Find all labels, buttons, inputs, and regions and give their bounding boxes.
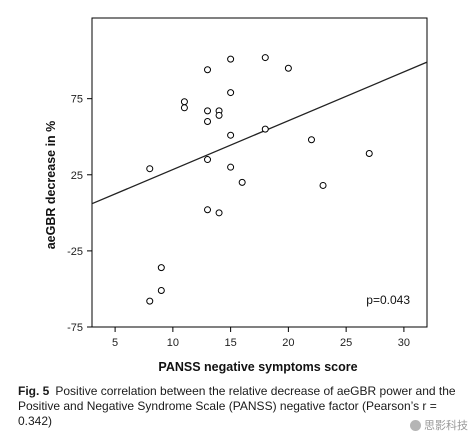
data-point (227, 89, 235, 97)
data-point (180, 98, 188, 106)
plot-area (91, 17, 428, 328)
x-axis-ticks: 5 10 15 20 25 30 (112, 327, 410, 349)
scatter-chart: -75 -25 25 75 5 10 15 20 25 30 p=0.043 PANSS neg… (44, 17, 428, 374)
data-point (319, 181, 327, 189)
y-axis-ticks: -75 -25 25 75 (67, 94, 92, 334)
figure-caption: Fig. 5 Positive correlation between the r… (18, 384, 458, 429)
data-point (284, 64, 292, 72)
regression-line (91, 61, 428, 205)
x-tick-label: 30 (398, 337, 410, 349)
data-point (204, 156, 212, 164)
data-point (227, 131, 235, 139)
watermark-text: 思影科技 (424, 419, 468, 432)
data-point (215, 209, 223, 217)
x-tick-label: 10 (167, 337, 179, 349)
p-value-annotation: p=0.043 (366, 293, 410, 307)
data-point (227, 55, 235, 63)
data-point (204, 107, 212, 115)
y-axis-title: aeGBR decrease in % (44, 121, 58, 250)
data-points (146, 54, 373, 305)
data-point (204, 206, 212, 214)
data-point (204, 118, 212, 126)
x-tick-label: 5 (112, 337, 118, 349)
y-tick-label: -75 (67, 322, 83, 334)
x-tick-label: 15 (224, 337, 236, 349)
watermark: 思影科技 (410, 417, 468, 433)
figure-label: Fig. 5 (18, 384, 50, 398)
data-point (261, 125, 269, 133)
y-tick-label: 25 (71, 170, 83, 182)
data-point (365, 149, 373, 157)
data-point (146, 297, 154, 305)
caption-text: Positive correlation between the relativ… (18, 384, 456, 428)
data-point (227, 163, 235, 171)
data-point (307, 136, 315, 144)
y-tick-label: -25 (67, 246, 83, 258)
data-point (146, 165, 154, 173)
x-axis-title: PANSS negative symptoms score (158, 360, 357, 374)
wechat-logo-icon (410, 419, 421, 431)
data-point (204, 66, 212, 74)
x-tick-label: 20 (282, 337, 294, 349)
data-point (261, 54, 269, 62)
y-tick-label: 75 (71, 94, 83, 106)
data-point (180, 104, 188, 112)
data-point (157, 264, 165, 272)
x-tick-label: 25 (340, 337, 352, 349)
data-point (157, 286, 165, 294)
data-point (215, 111, 223, 119)
data-point (238, 178, 246, 186)
